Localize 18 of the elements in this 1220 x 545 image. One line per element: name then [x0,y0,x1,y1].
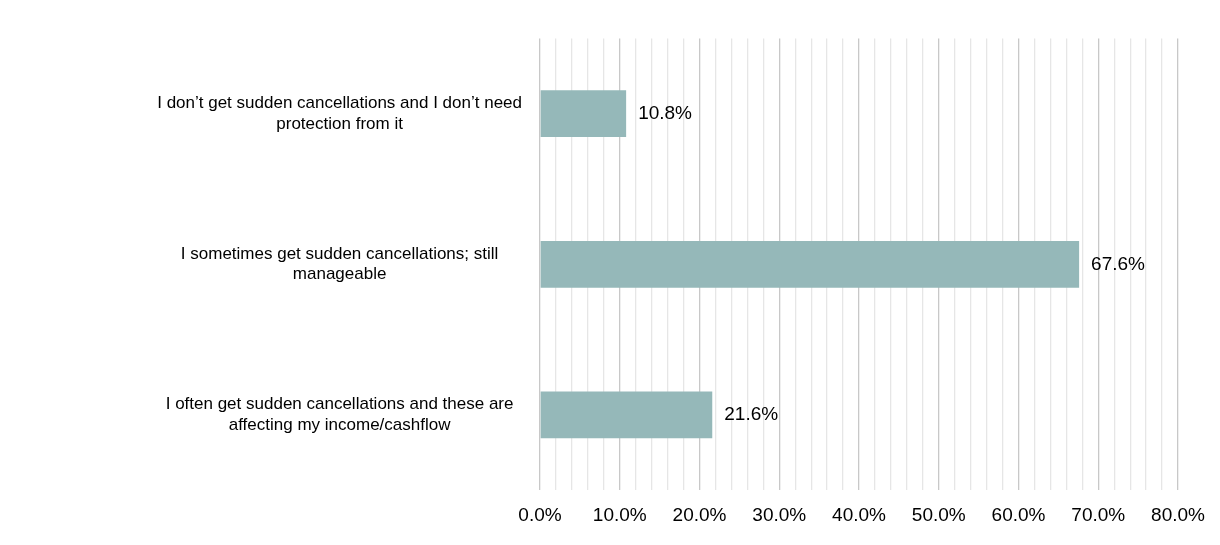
x-tick-label: 10.0% [592,503,647,525]
y-tick-label: I don’t get sudden cancellations and I don’t need protection from it [157,93,522,133]
x-tick-label: 50.0% [911,503,966,525]
data-label: 67.6% [1091,252,1146,274]
x-tick-label: 60.0% [991,503,1046,525]
x-tick-label: 20.0% [672,503,727,525]
y-tick-label: I sometimes get sudden cancellations; still manageable [180,243,499,284]
bar [540,240,1080,288]
x-tick-label: 40.0% [832,503,887,525]
x-tick-label: 30.0% [752,503,807,525]
data-label: 21.6% [724,403,779,425]
x-tick-label: 0.0% [518,503,562,525]
data-label: 10.8% [638,101,693,123]
y-tick-label: I often get sudden cancellations and these are affecting my income/cashflow [165,394,514,434]
x-tick-label: 70.0% [1071,503,1126,525]
x-tick-label: 80.0% [1151,503,1206,525]
bar [540,90,627,138]
bar [540,391,713,439]
